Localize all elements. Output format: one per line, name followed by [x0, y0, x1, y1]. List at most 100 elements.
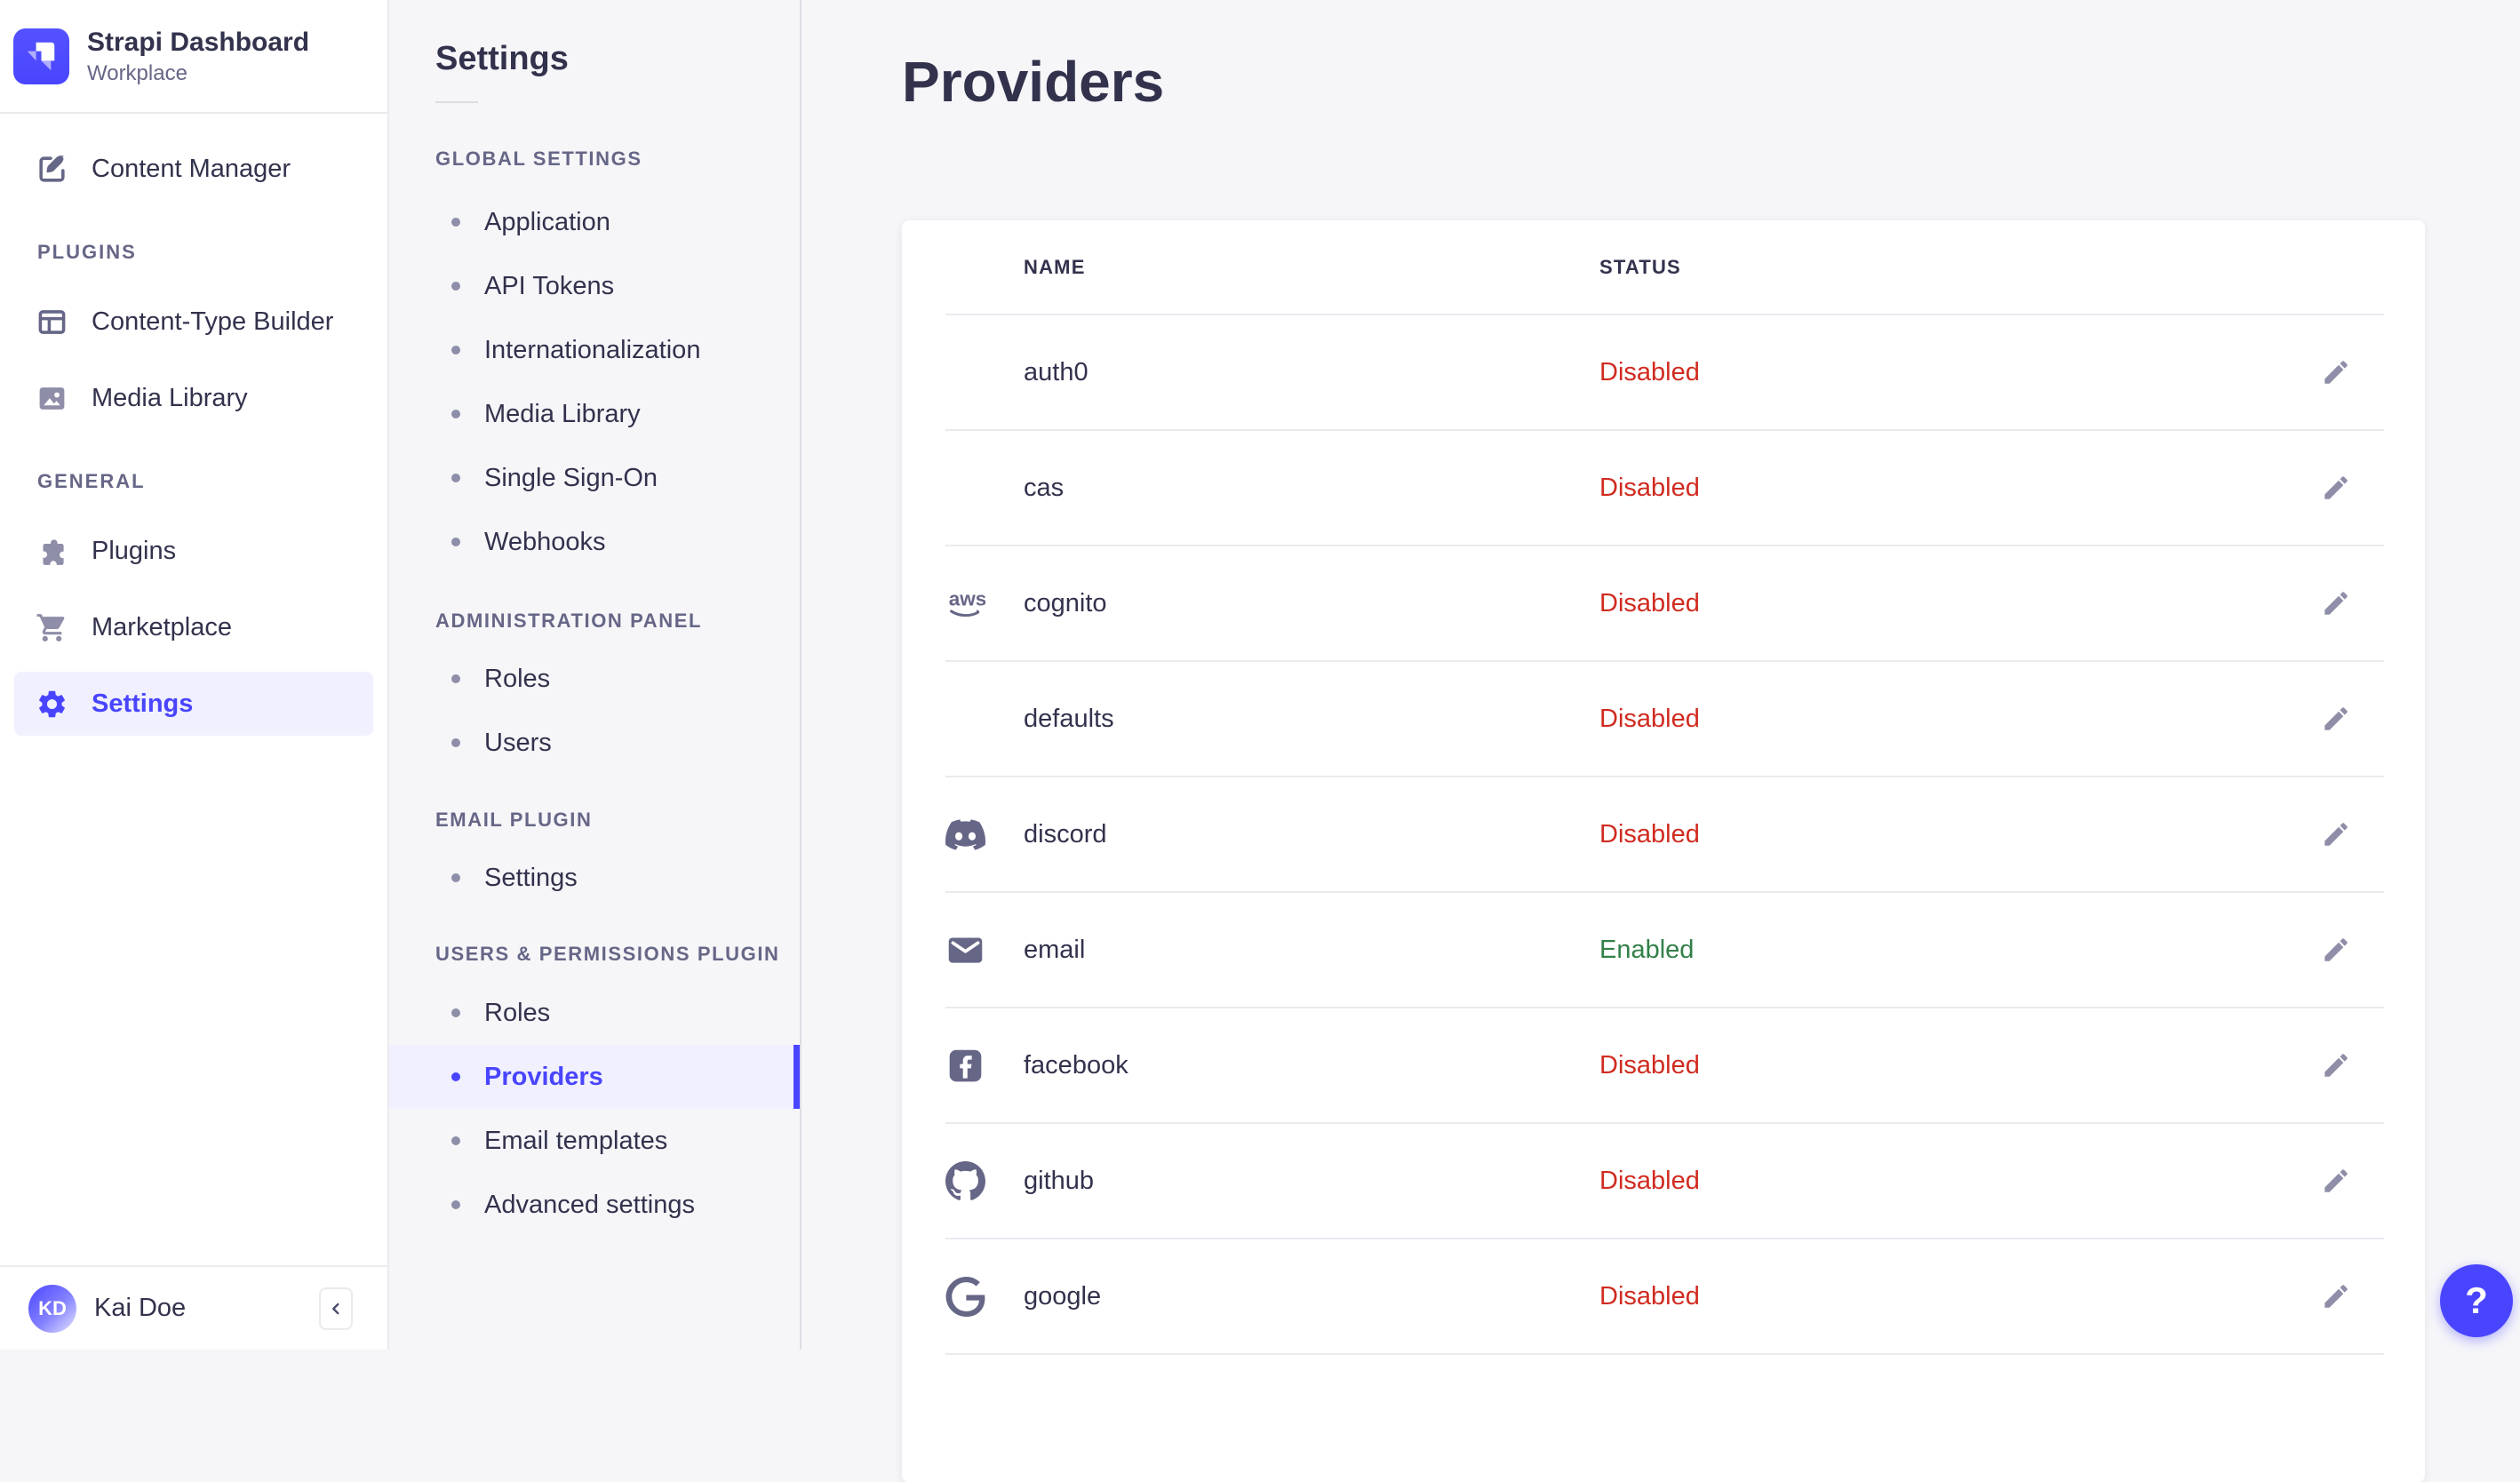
providers-table-card: NAME STATUS auth0 Disabled cas Disabled [902, 220, 2425, 1482]
settings-item-label: Media Library [484, 400, 641, 429]
settings-item-label: Single Sign-On [484, 464, 658, 493]
aws-icon: aws [945, 584, 1024, 624]
edit-provider-button[interactable] [2317, 1046, 2356, 1085]
settings-item-label: Application [484, 208, 610, 237]
sidebar-item-label: Settings [92, 689, 193, 719]
strapi-logo-icon [13, 28, 69, 84]
settings-item-up-roles[interactable]: Roles [389, 981, 800, 1045]
settings-item-label: Internationalization [484, 336, 700, 365]
edit-provider-button[interactable] [2317, 815, 2356, 854]
settings-item-single-sign-on[interactable]: Single Sign-On [389, 446, 800, 510]
app: Strapi Dashboard Workplace Content Manag… [0, 0, 2520, 1350]
provider-status: Disabled [1599, 1051, 2317, 1080]
bullet-icon [451, 1072, 460, 1081]
settings-item-label: Webhooks [484, 528, 606, 557]
settings-item-api-tokens[interactable]: API Tokens [389, 254, 800, 318]
table-row-defaults[interactable]: defaults Disabled [945, 662, 2384, 777]
table-row-discord[interactable]: discord Disabled [945, 777, 2384, 893]
settings-item-providers[interactable]: Providers [389, 1045, 800, 1109]
edit-provider-button[interactable] [2317, 699, 2356, 738]
sidebar-item-content-type-builder[interactable]: Content-Type Builder [14, 290, 373, 354]
sidebar-item-settings[interactable]: Settings [14, 672, 373, 736]
edit-provider-button[interactable] [2317, 930, 2356, 969]
brand[interactable]: Strapi Dashboard Workplace [0, 0, 387, 114]
settings-item-label: Email templates [484, 1127, 667, 1156]
provider-name: defaults [1024, 705, 1599, 734]
plugins-icon [36, 535, 68, 568]
marketplace-icon [36, 611, 68, 644]
sidebar-item-content-manager[interactable]: Content Manager [14, 137, 373, 201]
settings-section-admin-panel: ADMINISTRATION PANEL [435, 610, 800, 633]
settings-title-divider [435, 101, 478, 103]
settings-item-admin-users[interactable]: Users [389, 711, 800, 775]
nav-section-header-general: GENERAL [37, 469, 387, 494]
pencil-icon [2321, 935, 2351, 965]
brand-subtitle: Workplace [87, 61, 309, 86]
settings-item-label: Settings [484, 864, 578, 893]
table-row-auth0[interactable]: auth0 Disabled [945, 315, 2384, 431]
pencil-icon [2321, 473, 2351, 503]
brand-title: Strapi Dashboard [87, 27, 309, 59]
avatar[interactable]: KD [28, 1285, 76, 1333]
settings-item-email-templates[interactable]: Email templates [389, 1109, 800, 1173]
table-row-cas[interactable]: cas Disabled [945, 431, 2384, 546]
github-icon [945, 1161, 1024, 1201]
table-row-google[interactable]: google Disabled [945, 1239, 2384, 1355]
settings-item-admin-roles[interactable]: Roles [389, 647, 800, 711]
help-button[interactable]: ? [2440, 1264, 2513, 1337]
table-row-facebook[interactable]: facebook Disabled [945, 1008, 2384, 1124]
bullet-icon [451, 674, 460, 683]
bullet-icon [451, 538, 460, 546]
column-header-name: NAME [1024, 256, 1599, 279]
provider-name: facebook [1024, 1051, 1599, 1080]
pencil-icon [2321, 704, 2351, 734]
settings-item-label: Providers [484, 1063, 603, 1092]
bullet-icon [451, 738, 460, 747]
settings-section-global: GLOBAL SETTINGS [435, 147, 800, 171]
media-library-icon [36, 382, 68, 415]
edit-provider-button[interactable] [2317, 353, 2356, 392]
edit-provider-button[interactable] [2317, 1277, 2356, 1316]
settings-item-label: Roles [484, 665, 550, 694]
user-footer: KD Kai Doe [0, 1265, 387, 1350]
edit-provider-button[interactable] [2317, 1161, 2356, 1200]
main-nav: Content Manager PLUGINS Content-Type Bui… [0, 137, 387, 736]
settings-gear-icon [36, 688, 68, 721]
table-row-github[interactable]: github Disabled [945, 1124, 2384, 1239]
settings-item-email-settings[interactable]: Settings [389, 846, 800, 910]
settings-item-media-library[interactable]: Media Library [389, 382, 800, 446]
sidebar-item-label: Content-Type Builder [92, 307, 333, 337]
pencil-icon [2321, 1166, 2351, 1196]
provider-status: Enabled [1599, 936, 2317, 965]
pencil-icon [2321, 357, 2351, 387]
table-row-email[interactable]: email Enabled [945, 893, 2384, 1008]
provider-name: github [1024, 1167, 1599, 1196]
provider-name: google [1024, 1282, 1599, 1311]
edit-provider-button[interactable] [2317, 584, 2356, 623]
settings-sidebar: Settings GLOBAL SETTINGS Application API… [389, 0, 801, 1350]
sidebar-item-media-library[interactable]: Media Library [14, 366, 373, 430]
facebook-icon [945, 1046, 1024, 1086]
edit-provider-button[interactable] [2317, 468, 2356, 507]
page-title: Providers [902, 53, 2520, 110]
bullet-icon [451, 873, 460, 882]
provider-status: Disabled [1599, 1282, 2317, 1311]
column-header-status: STATUS [1599, 256, 2384, 279]
settings-item-webhooks[interactable]: Webhooks [389, 510, 800, 574]
provider-name: cognito [1024, 589, 1599, 618]
collapse-sidebar-button[interactable] [319, 1287, 353, 1330]
pencil-icon [2321, 819, 2351, 849]
settings-item-label: Advanced settings [484, 1191, 695, 1220]
table-row-cognito[interactable]: aws cognito Disabled [945, 546, 2384, 662]
settings-section-users-permissions: USERS & PERMISSIONS PLUGIN [435, 943, 800, 966]
settings-section-email-plugin: EMAIL PLUGIN [435, 809, 800, 832]
provider-name: auth0 [1024, 358, 1599, 387]
settings-item-advanced-settings[interactable]: Advanced settings [389, 1173, 800, 1237]
settings-item-application[interactable]: Application [389, 190, 800, 254]
sidebar-item-plugins[interactable]: Plugins [14, 519, 373, 583]
nav-section-header-plugins: PLUGINS [37, 240, 387, 265]
sidebar-item-marketplace[interactable]: Marketplace [14, 595, 373, 659]
provider-status: Disabled [1599, 589, 2317, 618]
content-type-builder-icon [36, 306, 68, 339]
settings-item-internationalization[interactable]: Internationalization [389, 318, 800, 382]
